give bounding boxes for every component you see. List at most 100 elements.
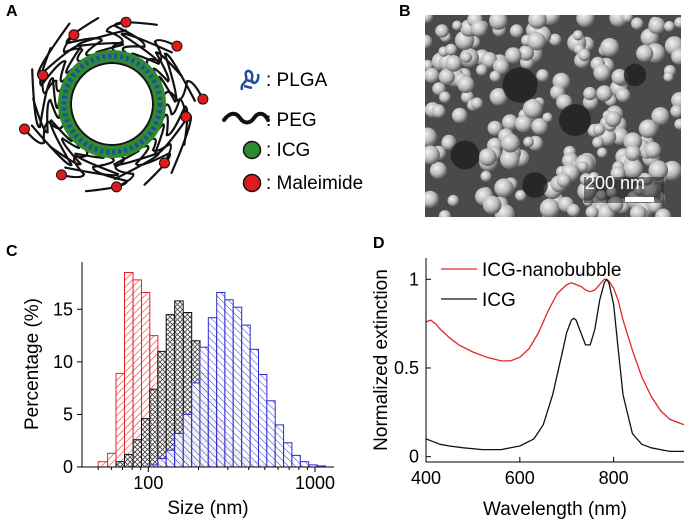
peg-icon (222, 111, 270, 125)
x-tick-label: 600 (505, 468, 535, 488)
sem-particle (451, 107, 468, 124)
peg-chain (120, 32, 173, 65)
sem-particle (482, 195, 502, 215)
y-tick-label: 5 (63, 404, 73, 424)
sem-particle (621, 11, 633, 23)
sem-particle (489, 70, 501, 82)
sem-particle (596, 85, 613, 102)
histogram-bar-blue (182, 413, 193, 468)
histogram-bar-blue (274, 424, 285, 468)
sem-particle (662, 160, 682, 181)
y-tick-label: 0.5 (394, 358, 419, 378)
sem-particle (447, 194, 459, 207)
sem-particle (605, 110, 622, 128)
histogram-bar-blue (165, 449, 176, 468)
sem-particle (438, 68, 455, 85)
sem-particle (592, 136, 604, 149)
peg-chain (150, 137, 173, 165)
sem-particle (611, 68, 628, 86)
peg-chain (163, 80, 204, 102)
sem-particle (522, 98, 543, 119)
sem-particle (536, 69, 549, 82)
histogram-bar-black (141, 418, 151, 468)
y-axis-label: Normalized extinction (371, 269, 392, 451)
histogram-bar-blue (174, 432, 184, 468)
sem-particle (476, 64, 488, 76)
histogram-bar-red (107, 452, 117, 468)
histogram-bar-black (132, 439, 143, 468)
y-tick-label: 0 (409, 447, 419, 467)
sem-particle (592, 123, 606, 136)
sem-void (623, 63, 647, 87)
sem-particle (572, 30, 584, 41)
plga-shell-ring (61, 53, 163, 155)
histogram-bar-black (124, 453, 134, 468)
maleimide-tip (37, 69, 49, 81)
histogram-bar-blue (157, 458, 167, 468)
sem-particle (500, 149, 520, 170)
peg-chain (163, 98, 187, 118)
x-tick-label: 100 (133, 473, 163, 493)
size-histogram: 100 1000 0 5 10 15 Size (nm) Percentage (%) (22, 262, 335, 519)
histogram-bar-blue (216, 292, 226, 468)
sem-particle (445, 43, 457, 56)
plga-icon (240, 69, 260, 91)
nanobubble-schematic (19, 16, 209, 193)
legend-icg: : ICG (266, 140, 311, 161)
x-tick-label: 400 (411, 468, 441, 488)
icg-nanobubble-line (425, 278, 685, 426)
sem-particle (478, 148, 497, 167)
peg-chain (64, 152, 120, 177)
peg-chain (32, 97, 61, 134)
histogram-bar-blue (283, 442, 293, 468)
sem-particle (431, 104, 446, 119)
histogram-bar-blue (207, 317, 218, 468)
maleimide-tip (56, 169, 67, 181)
sem-particles (417, 6, 688, 225)
legend-plga: : PLGA (266, 70, 328, 91)
sem-particle (421, 190, 439, 208)
y-tick-label: 0 (63, 457, 73, 477)
icg-icon (242, 140, 262, 160)
extinction-spectrum-chart: 400 600 800 0 0.5 1 ICG-nanobubble ICG Wavele… (371, 258, 685, 520)
sem-particle (489, 11, 508, 30)
panel-label-b: B (399, 3, 411, 20)
sem-particle (470, 20, 488, 37)
histogram-bar-black (157, 350, 167, 468)
y-tick-label: 15 (53, 299, 73, 319)
histogram-bar-red (132, 279, 143, 468)
histogram-bar-blue (299, 461, 310, 468)
histogram-bar-red (124, 272, 134, 468)
x-tick-label: 800 (599, 468, 629, 488)
histogram-bar-blue (291, 454, 301, 468)
sem-particle (583, 86, 597, 101)
sem-particle (624, 145, 641, 161)
sem-particle (505, 47, 522, 64)
sem-particle (638, 119, 658, 139)
sem-particle (435, 24, 449, 38)
sem-particle (502, 114, 519, 131)
x-axis-label: Wavelength (nm) (483, 499, 627, 520)
maleimide-tip (68, 29, 80, 41)
peg-chain (113, 149, 160, 180)
histogram-bar-blue (241, 324, 251, 468)
sem-particle (457, 76, 475, 93)
legend-maleimide: : Maleimide (266, 173, 364, 194)
histogram-bar-blue (249, 348, 260, 468)
histogram-bar-blue (232, 306, 243, 468)
bubble-core (70, 62, 154, 146)
scale-bar (625, 197, 654, 202)
sem-particle (636, 44, 654, 62)
sem-particle (429, 161, 447, 179)
y-tick-label: 1 (409, 269, 419, 289)
maleimide-icon (242, 173, 262, 193)
sem-particle (664, 21, 675, 32)
sem-particle (556, 173, 571, 188)
maleimide-tip (159, 157, 170, 169)
sem-particle (623, 132, 643, 151)
sem-particle (518, 45, 534, 61)
peg-chain (36, 22, 83, 78)
sem-void (559, 104, 591, 136)
panel-label-d: D (373, 235, 385, 252)
maleimide-tip (171, 40, 183, 52)
